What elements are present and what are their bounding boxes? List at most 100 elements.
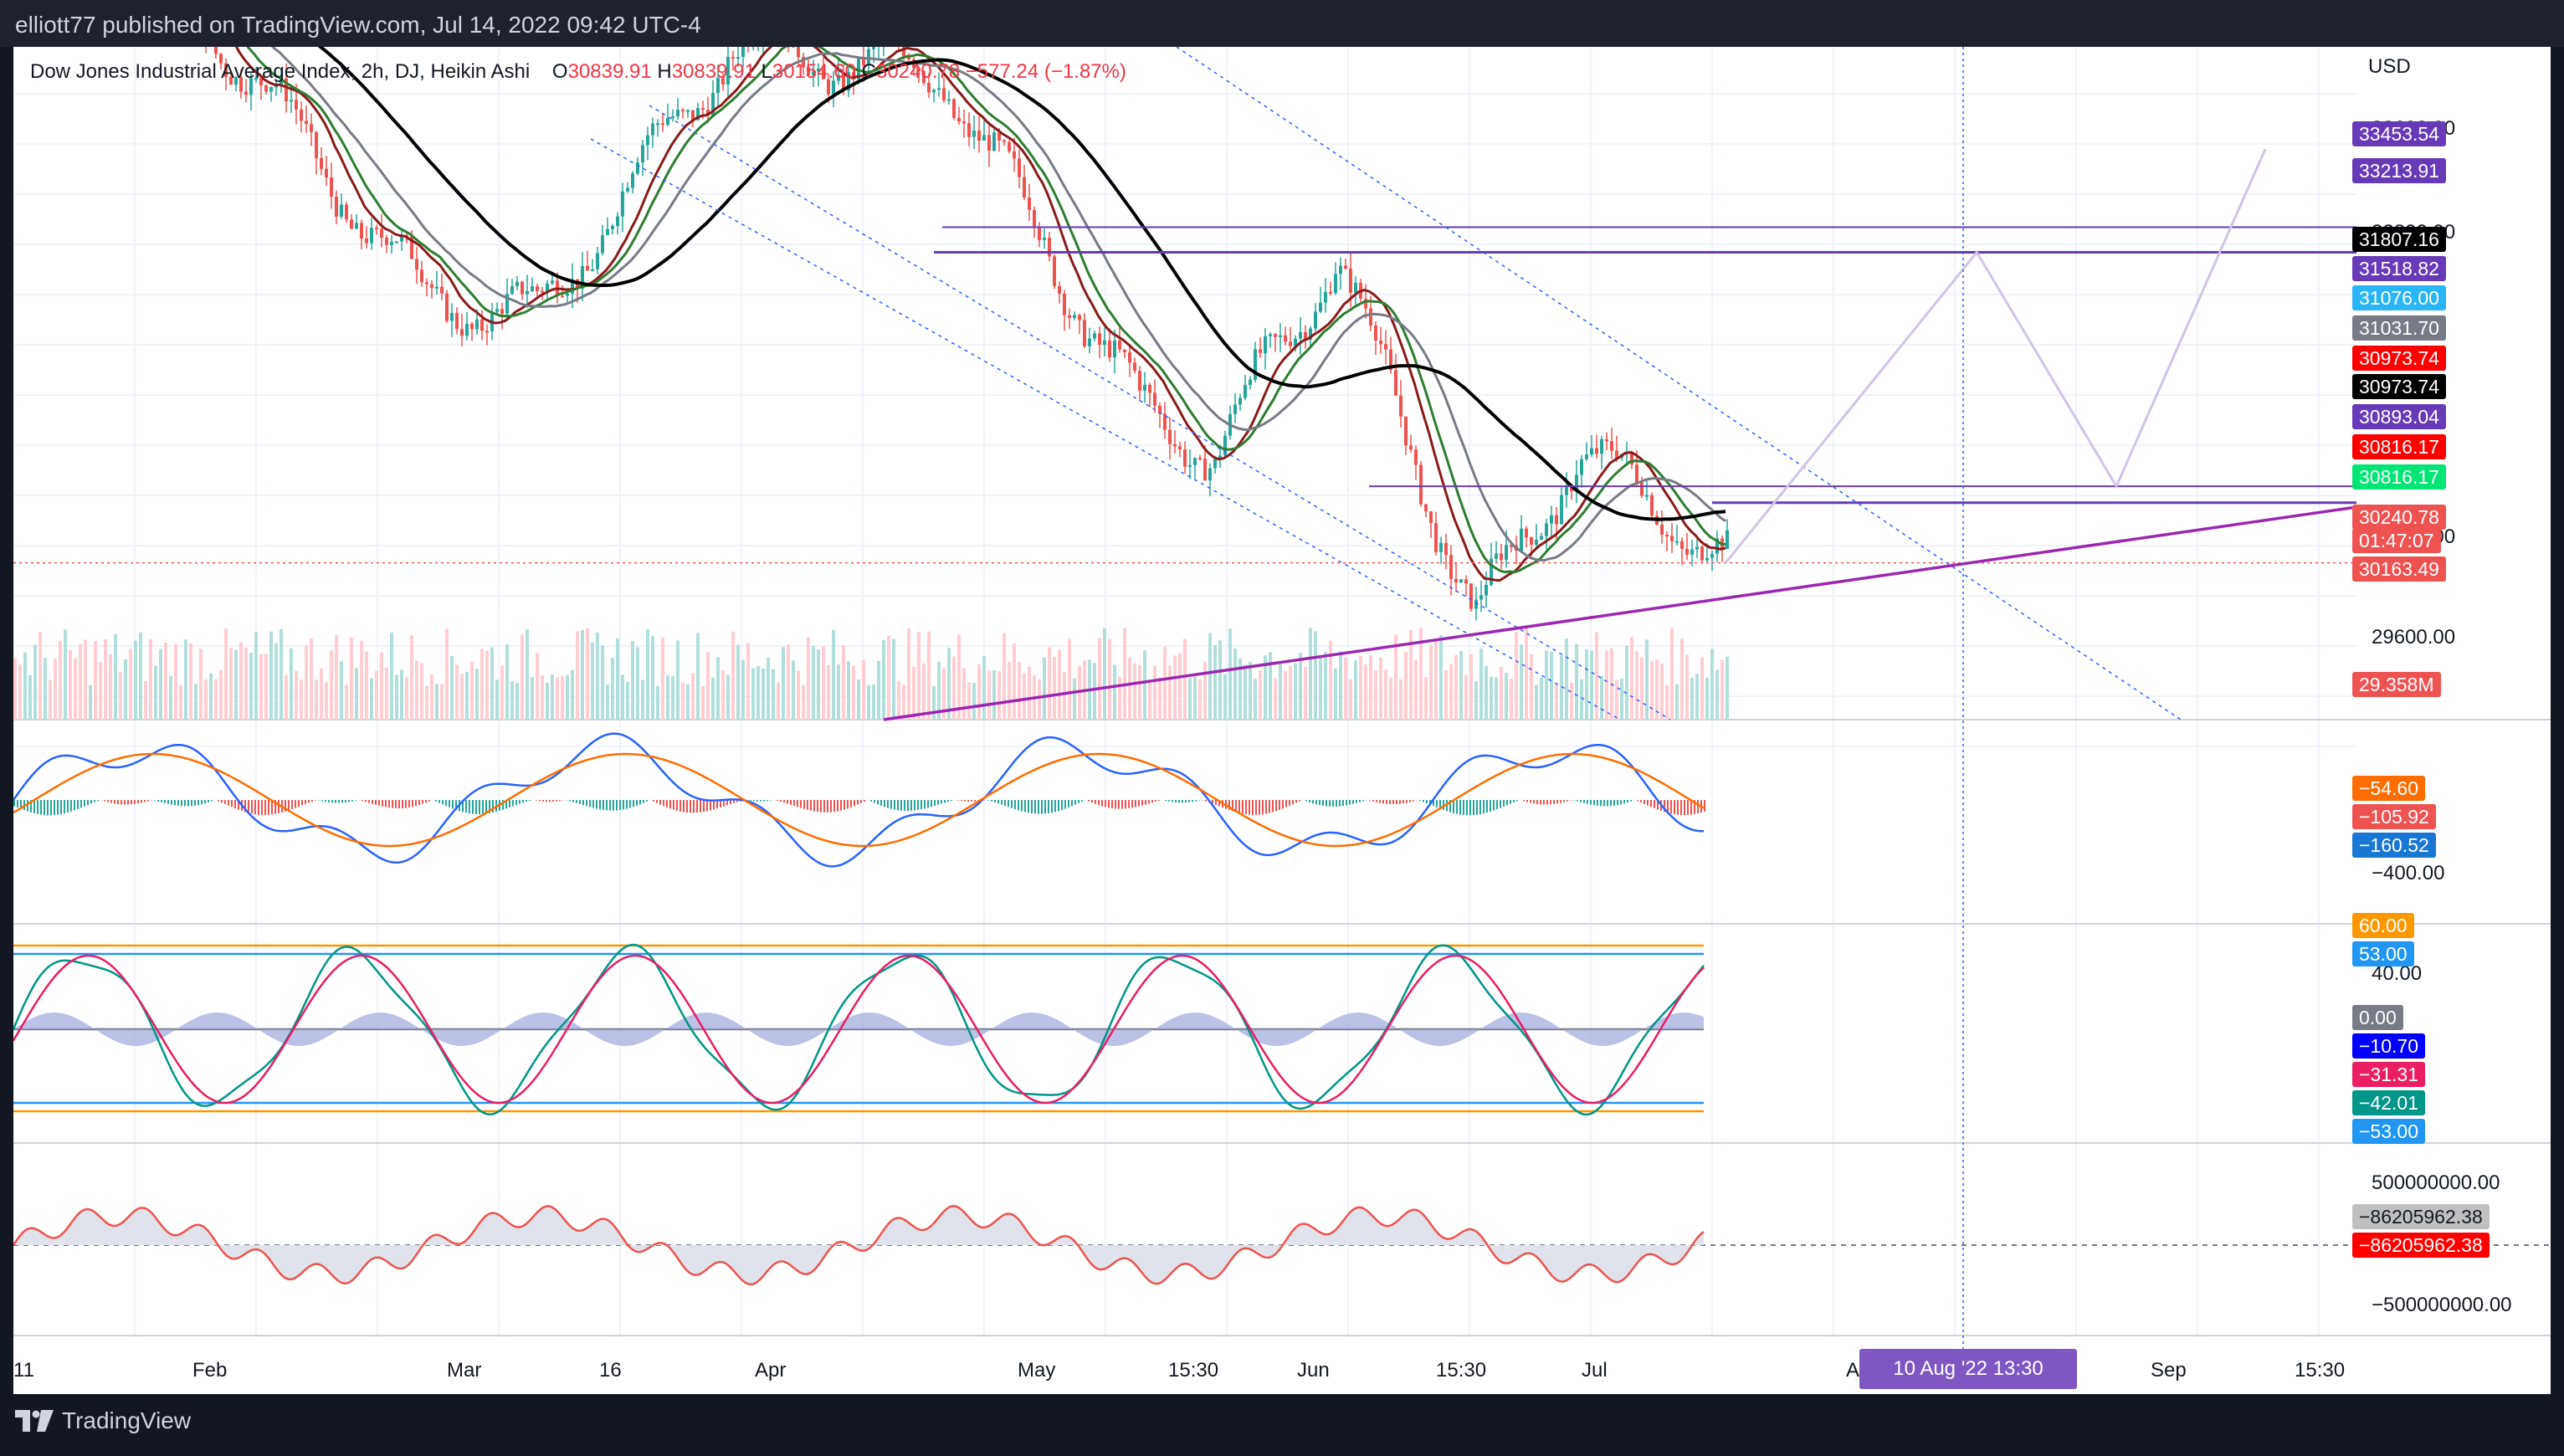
macd-histogram-bar — [104, 800, 105, 802]
volume-bar — [927, 631, 931, 720]
volume-bar — [686, 684, 690, 720]
volume-bar — [495, 679, 499, 720]
volume-bar — [957, 634, 961, 720]
channel-line-lower — [590, 138, 1621, 720]
candle-body — [1249, 379, 1252, 386]
macd-histogram-bar — [1580, 800, 1582, 802]
tradingview-logo[interactable]: TradingView — [15, 1407, 191, 1434]
volume-bar — [606, 684, 609, 720]
volume-bar — [450, 655, 454, 720]
volume-bar — [1228, 628, 1232, 720]
macd-histogram-bar — [964, 800, 966, 802]
volume-bar — [18, 664, 22, 720]
volume-bar — [1645, 639, 1649, 720]
macd-histogram-bar — [797, 800, 798, 807]
candle-body — [475, 319, 479, 330]
volume-bar — [1063, 671, 1066, 720]
macd-histogram-bar — [706, 800, 708, 812]
candles — [205, 47, 1729, 621]
volume-bar — [154, 665, 157, 720]
macd-histogram-bar — [141, 800, 142, 803]
candle-body — [982, 135, 986, 141]
macd-histogram-bar — [703, 800, 705, 813]
volume-bar — [556, 677, 559, 720]
macd-histogram-bar — [827, 800, 828, 813]
macd-histogram-bar — [833, 800, 835, 813]
candle-body — [922, 71, 926, 84]
candle-body — [1600, 438, 1603, 454]
macd-histogram-bar — [1128, 800, 1130, 808]
volume-bar — [194, 684, 197, 720]
volume-bar — [561, 675, 564, 720]
volume-bar — [917, 631, 920, 720]
macd-histogram-bar — [1650, 800, 1652, 807]
macd-histogram-bar — [1135, 800, 1136, 807]
volume-bar — [1148, 681, 1151, 720]
volume-bar — [636, 647, 639, 720]
macd-histogram-bar — [1657, 800, 1659, 810]
volume-bar — [601, 645, 604, 720]
time-axis-label: Jul — [1582, 1359, 1608, 1382]
macd-histogram-bar — [1001, 800, 1003, 805]
candle-body — [947, 99, 951, 101]
macd-histogram-bar — [1523, 800, 1525, 802]
macd-histogram-bar — [449, 800, 450, 807]
volume-bar — [1053, 656, 1056, 720]
macd-histogram-bar — [385, 800, 387, 807]
macd-histogram-bar — [144, 800, 146, 802]
chart-area[interactable]: Dow Jones Industrial Average Index, 2h, … — [13, 47, 2551, 1394]
volume-bar — [787, 644, 790, 720]
macd-histogram-bar — [17, 800, 18, 808]
candle-body — [807, 67, 810, 76]
macd-histogram-bar — [646, 800, 648, 802]
macd-histogram-bar — [1419, 800, 1421, 802]
candle-body — [425, 282, 428, 285]
macd-histogram-bar — [1346, 800, 1347, 806]
candle-body — [1299, 331, 1302, 339]
macd-histogram-bar — [1125, 800, 1126, 809]
macd-histogram-bar — [127, 800, 129, 805]
volume-bar — [837, 664, 840, 720]
volume-bar — [59, 640, 62, 720]
volume-bar — [1680, 638, 1684, 720]
candle-body — [1259, 349, 1262, 354]
candle-body — [957, 117, 961, 122]
candle-body — [470, 323, 474, 330]
macd-histogram-bar — [1463, 800, 1464, 816]
price-tag: 31518.82 — [2352, 256, 2446, 281]
macd-histogram-bar — [1071, 800, 1073, 807]
macd-histogram-bar — [1064, 800, 1066, 809]
macd-histogram-bar — [1359, 800, 1361, 802]
volume-bar — [350, 637, 353, 720]
candle-body — [1660, 525, 1664, 535]
candle-body — [264, 85, 268, 92]
macd-histogram-bar — [1295, 800, 1297, 803]
volume-bar — [882, 639, 885, 720]
candle-body — [1444, 542, 1448, 556]
macd-histogram-bar — [1453, 800, 1454, 813]
time-axis-label: May — [1018, 1359, 1056, 1382]
volume-bar — [1314, 631, 1317, 720]
macd-histogram-bar — [596, 800, 597, 809]
volume-bar — [942, 668, 946, 720]
volume-bar — [310, 638, 313, 720]
channel-line-upper — [649, 105, 1671, 720]
macd-histogram-bar — [1272, 800, 1274, 813]
candle-body — [1043, 238, 1046, 240]
macd-histogram-bar — [917, 800, 919, 810]
candle-body — [902, 47, 905, 56]
macd-histogram-bar — [1352, 800, 1354, 804]
macd-histogram-bar — [74, 800, 75, 811]
volume-bar — [199, 649, 203, 720]
candle-body — [716, 78, 720, 94]
volume-bar — [691, 673, 695, 720]
macd-histogram-bar — [1536, 800, 1538, 804]
candle-body — [330, 177, 333, 197]
candle-body — [1414, 449, 1418, 465]
macd-histogram-bar — [1319, 800, 1320, 806]
macd-histogram-bar — [1336, 800, 1337, 807]
volume-bar — [726, 674, 730, 720]
macd-histogram-bar — [1526, 800, 1528, 802]
chart-canvas[interactable] — [13, 47, 2551, 1394]
volume-bar — [1384, 669, 1387, 720]
